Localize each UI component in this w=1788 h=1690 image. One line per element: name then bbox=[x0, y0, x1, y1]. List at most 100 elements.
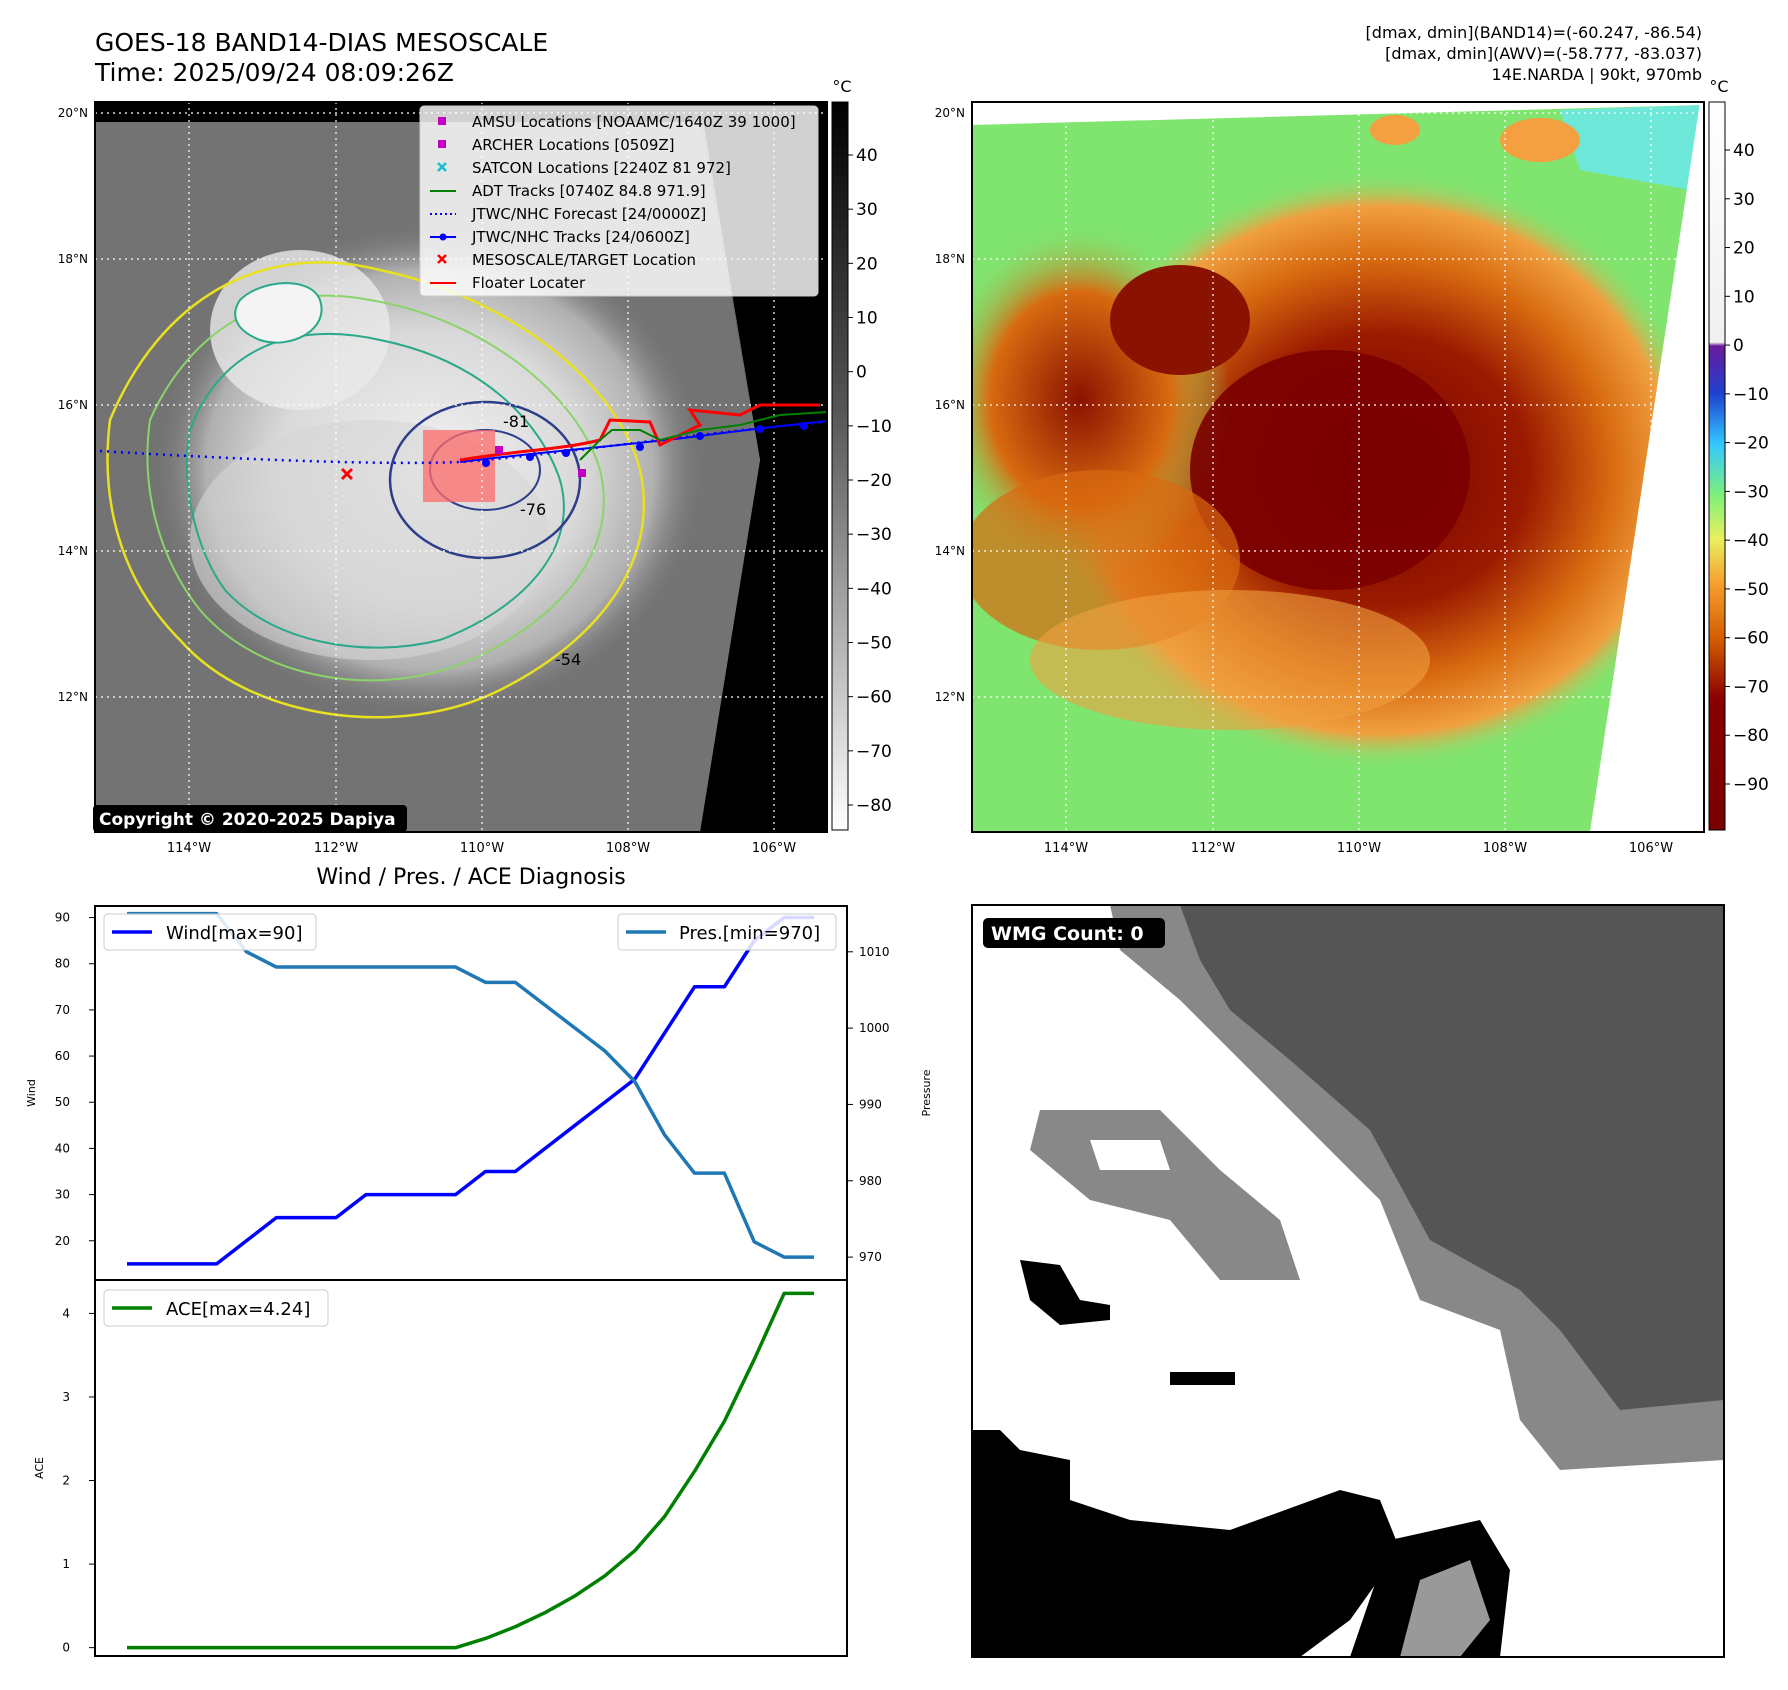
wind-pres-chart: 20 30 40 50 60 70 80 90 970 980 990 1000 1010 Wind Pre… bbox=[25, 905, 933, 1281]
wind-axis-label: Wind bbox=[25, 1079, 38, 1107]
lon-label: 114°W bbox=[1044, 841, 1088, 856]
floater-box bbox=[423, 430, 495, 502]
nhc-track bbox=[459, 420, 827, 463]
nhc-track-points bbox=[482, 422, 808, 467]
wind-tick-label: 20 bbox=[55, 1234, 70, 1248]
contour-label-54: -54 bbox=[555, 650, 581, 669]
colorbar-tick-label: −60 bbox=[1733, 629, 1769, 649]
wmg-badge-text: WMG Count: 0 bbox=[991, 923, 1144, 945]
lon-label: 106°W bbox=[1629, 841, 1673, 856]
color-colorbar-unit: °C bbox=[1709, 77, 1728, 96]
color-colorbar: °C 40 30 20 10 0 −10 −20 −30 −40 −50 −60 −70 −80 −90 bbox=[1708, 77, 1769, 831]
lat-label: 18°N bbox=[935, 252, 965, 266]
colorbar-tick-label: −10 bbox=[1733, 385, 1769, 405]
wind-tick-label: 80 bbox=[55, 957, 70, 971]
copyright-badge: Copyright © 2020-2025 Dapiya bbox=[93, 805, 407, 832]
lat-label: 16°N bbox=[58, 398, 88, 412]
wind-legend-label: Wind[max=90] bbox=[166, 923, 303, 944]
colorbar-tick-label: 10 bbox=[1733, 287, 1755, 307]
colorbar-tick-label: −90 bbox=[1733, 775, 1769, 795]
ace-tick-label: 1 bbox=[62, 1557, 70, 1571]
ace-tick-label: 0 bbox=[62, 1641, 70, 1655]
colorbar-tick-label: 30 bbox=[856, 200, 878, 220]
colorbar-tick-label: 40 bbox=[1733, 141, 1755, 161]
lon-label: 112°W bbox=[1191, 841, 1235, 856]
diagnosis-title: Wind / Pres. / ACE Diagnosis bbox=[316, 865, 625, 890]
colorbar-tick-label: 0 bbox=[856, 363, 867, 383]
colorbar-tick-label: 20 bbox=[1733, 239, 1755, 259]
wind-legend-box bbox=[103, 913, 317, 951]
pressure-tick-label: 1000 bbox=[859, 1021, 890, 1035]
contour-label-76: -76 bbox=[520, 500, 546, 519]
wind-tick-label: 30 bbox=[55, 1188, 70, 1202]
pressure-tick-label: 970 bbox=[859, 1250, 882, 1264]
ace-tick-label: 2 bbox=[62, 1474, 70, 1488]
colorbar-tick-label: −50 bbox=[856, 634, 892, 654]
ace-legend-label: ACE[max=4.24] bbox=[166, 1299, 310, 1320]
ace-legend-box bbox=[103, 1289, 329, 1327]
colorbar-tick-label: −80 bbox=[856, 796, 892, 816]
color-map-gridlines bbox=[972, 102, 1704, 832]
colorbar-tick-label: −80 bbox=[1733, 726, 1769, 746]
pressure-axis-label: Pressure bbox=[920, 1069, 933, 1116]
legend-marker bbox=[437, 162, 447, 172]
legend-label: JTWC/NHC Forecast [24/0000Z] bbox=[471, 205, 706, 223]
legend-marker bbox=[437, 254, 447, 264]
colorbar-tick-label: −40 bbox=[856, 579, 892, 599]
copyright-text: Copyright © 2020-2025 Dapiya bbox=[99, 810, 396, 830]
colorbar-tick-label: 10 bbox=[856, 309, 878, 329]
legend-label: AMSU Locations [NOAAMC/1640Z 39 1000] bbox=[472, 113, 796, 131]
floater-track bbox=[459, 403, 820, 462]
map-legend: AMSU Locations [NOAAMC/1640Z 39 1000] ARC… bbox=[419, 105, 819, 297]
ace-series-line bbox=[127, 1291, 814, 1650]
lat-label: 14°N bbox=[58, 544, 88, 558]
wind-tick-label: 90 bbox=[55, 911, 70, 925]
colorbar-tick-label: −70 bbox=[1733, 677, 1769, 697]
ace-axis-label: ACE bbox=[33, 1457, 46, 1479]
colorbar-tick-label: 0 bbox=[1733, 336, 1744, 356]
legend-label: JTWC/NHC Tracks [24/0600Z] bbox=[471, 228, 690, 246]
colorbar-tick-label: 30 bbox=[1733, 190, 1755, 210]
lon-label: 114°W bbox=[167, 841, 211, 856]
lon-label: 110°W bbox=[1337, 841, 1381, 856]
map-axis-labels: 20°N 20°N 18°N 18°N 16°N 16°N 14°N 14°N 12°N 12°N… bbox=[58, 106, 1673, 856]
pressure-legend-label: Pres.[min=970] bbox=[679, 923, 820, 944]
lon-label: 108°W bbox=[1483, 841, 1527, 856]
wind-tick-label: 40 bbox=[55, 1141, 70, 1155]
legend-label: MESOSCALE/TARGET Location bbox=[472, 251, 696, 269]
ir-colorbar: °C 40 30 20 10 0 −10 −20 −30 −40 −50 −60 −70 −80 bbox=[831, 77, 892, 831]
wind-tick-label: 50 bbox=[55, 1095, 70, 1109]
ace-chart: 0 1 2 3 4 ACE ACE[max=4.24] bbox=[33, 1279, 848, 1657]
lat-label: 12°N bbox=[935, 690, 965, 704]
ace-tick-label: 3 bbox=[62, 1390, 70, 1404]
colorbar-tick-label: 40 bbox=[856, 146, 878, 166]
legend-label: ADT Tracks [0740Z 84.8 971.9] bbox=[472, 182, 706, 200]
colorbar-tick-label: 20 bbox=[856, 254, 878, 274]
time-stamp: Time: 2025/09/24 08:09:26Z bbox=[94, 58, 454, 87]
colorbar-tick-label: −50 bbox=[1733, 580, 1769, 600]
legend-marker bbox=[439, 233, 447, 241]
lat-label: 16°N bbox=[935, 398, 965, 412]
lat-label: 12°N bbox=[58, 690, 88, 704]
ace-tick-label: 4 bbox=[62, 1306, 70, 1320]
legend-label: Floater Locater bbox=[472, 274, 586, 292]
colorbar-tick-label: −70 bbox=[856, 742, 892, 762]
wmg-badge: WMG Count: 0 bbox=[983, 918, 1165, 948]
lat-label: 20°N bbox=[935, 106, 965, 120]
adt-track bbox=[579, 411, 827, 461]
colorbar-tick-label: −60 bbox=[856, 688, 892, 708]
contour-label-81: -81 bbox=[503, 412, 529, 431]
info-storm: 14E.NARDA | 90kt, 970mb bbox=[1492, 65, 1702, 84]
wind-tick-label: 70 bbox=[55, 1003, 70, 1017]
lon-label: 110°W bbox=[460, 841, 504, 856]
main-title: GOES-18 BAND14-DIAS MESOSCALE bbox=[95, 28, 548, 57]
pressure-tick-label: 1010 bbox=[859, 945, 890, 959]
info-awv: [dmax, dmin](AWV)=(-58.777, -83.037) bbox=[1385, 44, 1702, 63]
colorbar-tick-label: −30 bbox=[1733, 482, 1769, 502]
colorbar-tick-label: −10 bbox=[856, 417, 892, 437]
pressure-legend-box bbox=[617, 913, 837, 951]
lon-label: 112°W bbox=[314, 841, 358, 856]
lon-label: 106°W bbox=[752, 841, 796, 856]
wmg-panel bbox=[972, 905, 1724, 1657]
legend-label: SATCON Locations [2240Z 81 972] bbox=[472, 159, 731, 177]
